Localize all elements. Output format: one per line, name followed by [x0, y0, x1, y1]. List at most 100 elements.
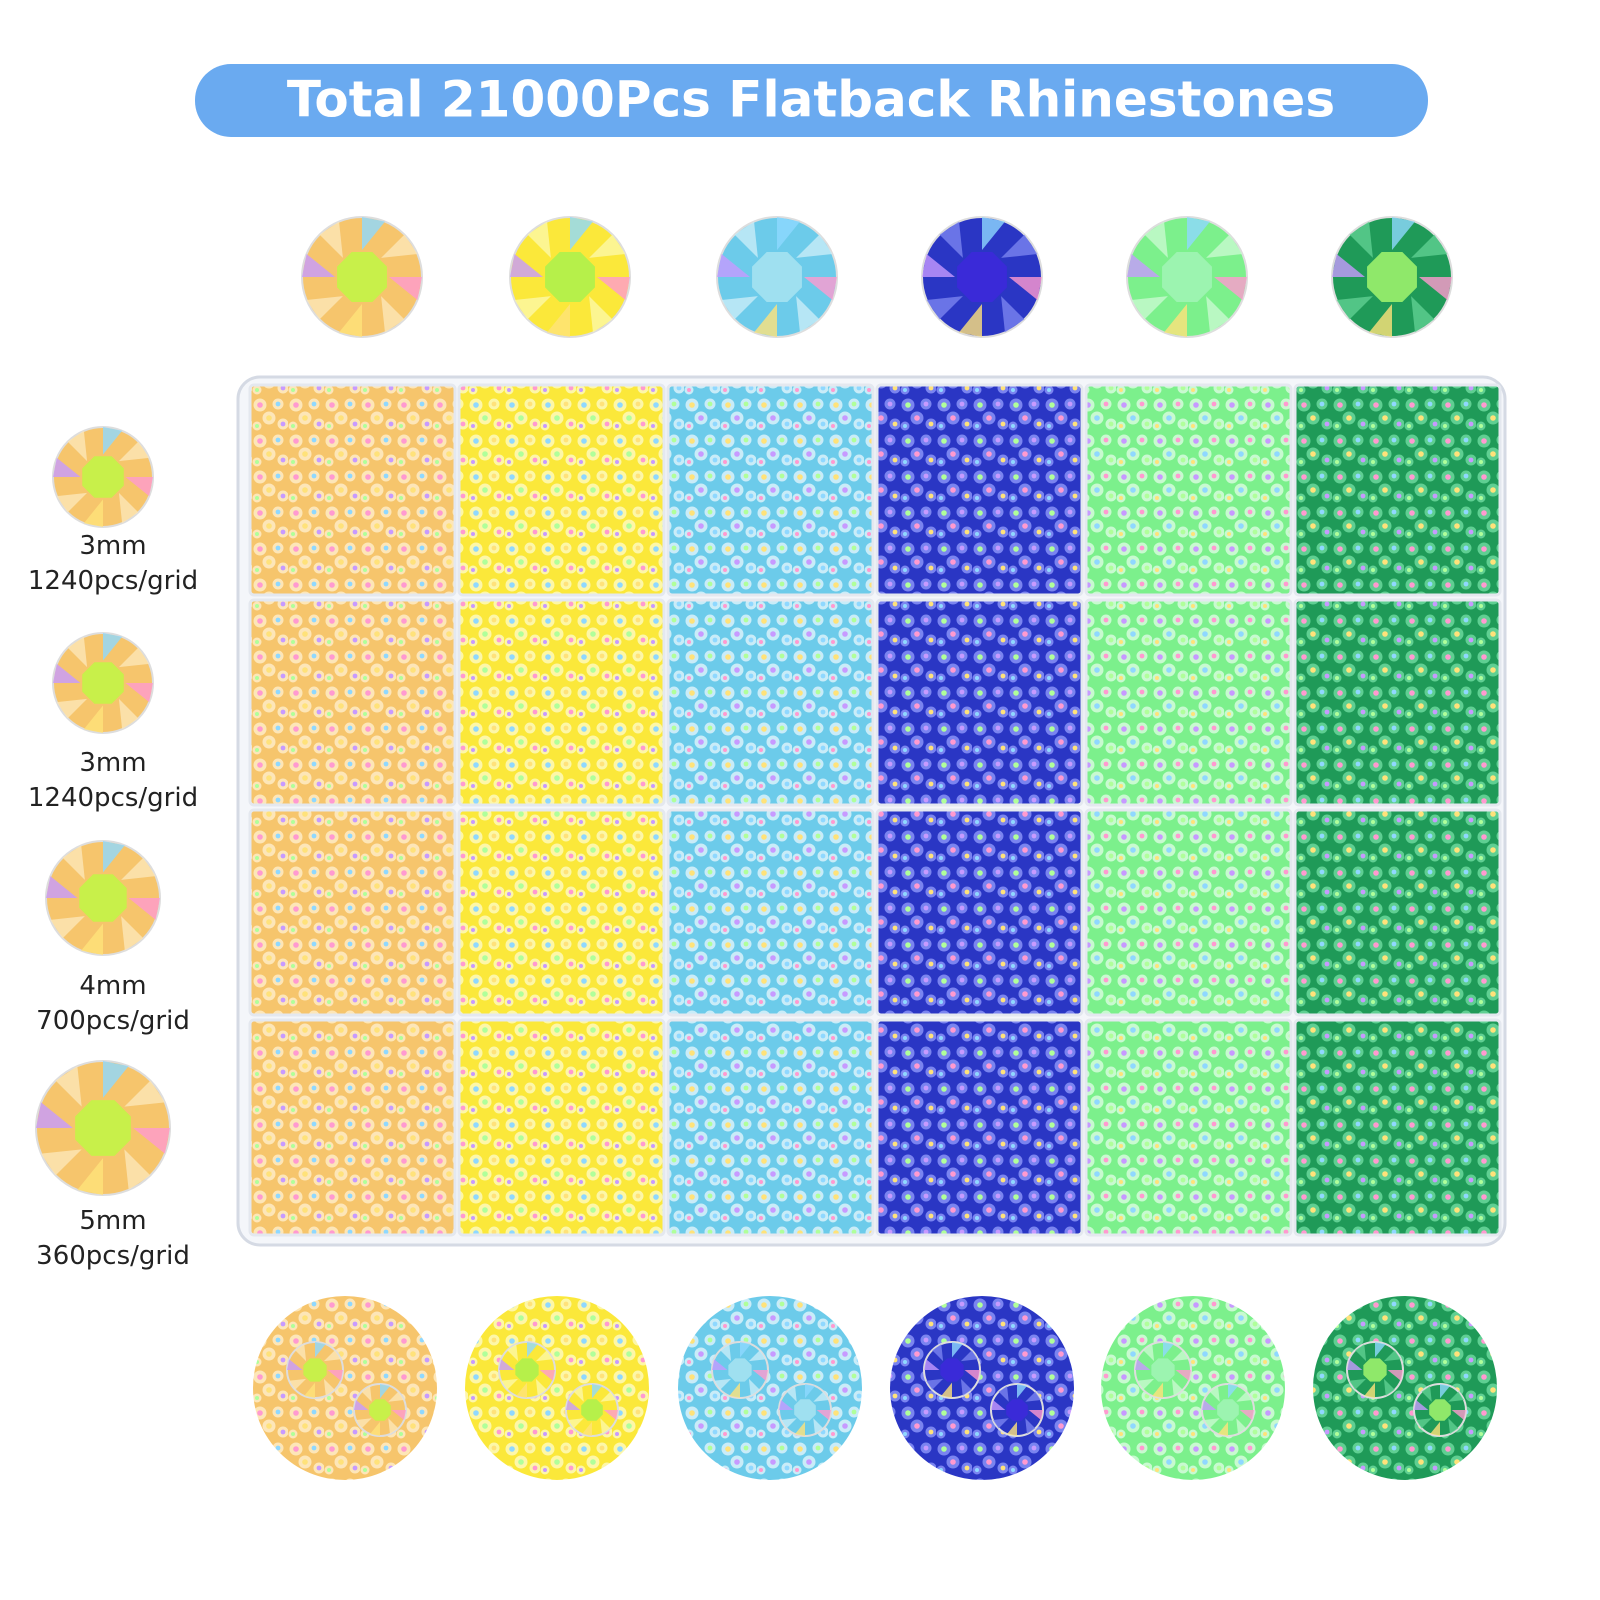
compartment: [875, 598, 1084, 807]
compartment: [1084, 598, 1293, 807]
gem-facet: [1336, 296, 1373, 320]
gem-facet: [391, 1410, 406, 1420]
gem-facet: [1448, 1391, 1465, 1402]
gem-facet: [535, 1378, 547, 1396]
gem-facet: [721, 296, 758, 320]
gem-facet: [128, 898, 160, 920]
gem-facet: [748, 1350, 766, 1362]
gem-facet: [289, 1378, 307, 1390]
gem-facet: [589, 234, 626, 258]
gem-facet: [1228, 1384, 1238, 1399]
gem-facet: [1411, 296, 1435, 333]
gem-facet: [926, 296, 963, 320]
gem-facet: [998, 1385, 1009, 1402]
gem-facet: [592, 1384, 602, 1399]
gem-facet: [1347, 1359, 1363, 1370]
gem-facet: [1349, 221, 1373, 258]
gem-table: [1217, 1399, 1239, 1421]
gem-facet: [103, 427, 123, 455]
title-banner: [195, 64, 1428, 137]
gem-facet: [1163, 1342, 1174, 1358]
gem-facet: [603, 1410, 618, 1420]
gem: [1346, 1341, 1404, 1399]
gem-facet: [1349, 1378, 1367, 1390]
gem-facet: [306, 296, 343, 320]
gem-facet: [1448, 1418, 1459, 1435]
gem-facet: [754, 304, 777, 337]
gem-facet: [388, 1391, 405, 1402]
gem-facet: [323, 1350, 341, 1362]
gem-table: [1367, 252, 1417, 302]
gem-facet: [795, 1421, 805, 1436]
compartment: [875, 383, 1084, 597]
gem-facet: [370, 1421, 380, 1436]
gem-facet: [939, 221, 963, 258]
gem-facet: [1383, 1378, 1395, 1396]
gem-facet: [720, 1344, 732, 1362]
gem: [565, 1383, 619, 1437]
gem-facet: [1206, 234, 1243, 258]
gem-facet: [1355, 1344, 1367, 1362]
gem-facet: [717, 254, 750, 277]
gem-table: [79, 874, 127, 922]
gem-facet: [81, 923, 103, 955]
gem-facet: [1387, 1370, 1403, 1381]
gem-facet: [323, 1378, 335, 1396]
gem-facet: [304, 1382, 315, 1398]
gem-facet: [389, 277, 422, 300]
close-up: [1101, 1296, 1285, 1480]
gem-facet: [1001, 234, 1038, 258]
gem-table: [752, 252, 802, 302]
size-label: 4mm: [79, 971, 146, 1001]
gem-facet: [315, 1342, 326, 1358]
gem-facet: [573, 1385, 584, 1402]
compartment: [666, 808, 875, 1017]
compartment: [1293, 598, 1502, 807]
gem: [711, 1341, 769, 1399]
gem-facet: [1236, 1391, 1253, 1402]
gem-facet: [133, 1128, 170, 1154]
gem-facet: [982, 217, 1005, 250]
gem-facet: [527, 221, 551, 258]
gem-facet: [740, 1342, 751, 1358]
gem-facet: [121, 857, 156, 880]
gem: [35, 1060, 171, 1196]
compartment: [1293, 808, 1502, 1017]
gem-facet: [56, 492, 88, 513]
gem-facet: [1414, 1400, 1429, 1410]
gem-facet: [1017, 1384, 1027, 1399]
close-up: [678, 1296, 862, 1480]
gem-table: [82, 456, 124, 498]
gem-facet: [964, 1370, 980, 1381]
gem-table: [1006, 1399, 1028, 1421]
gem-facet: [514, 296, 551, 320]
compartment: [1293, 383, 1502, 597]
gem-facet: [118, 647, 150, 668]
gem-facet: [510, 254, 543, 277]
gem-facet: [381, 234, 418, 258]
gem-facet: [926, 1378, 944, 1390]
gem-facet: [67, 430, 88, 462]
gem-table: [728, 1358, 752, 1382]
gem-facet: [1383, 1350, 1401, 1362]
gem-facet: [355, 1418, 372, 1429]
gem-facet: [339, 304, 362, 337]
gem-facet: [67, 636, 88, 668]
gem-facet: [597, 277, 630, 300]
compartment: [666, 598, 875, 807]
gem-facet: [327, 1370, 343, 1381]
gem: [498, 1341, 556, 1399]
gem: [1126, 216, 1248, 338]
gem-facet: [55, 1066, 82, 1107]
compartment: [1084, 383, 1293, 597]
size-label: 3mm: [79, 748, 146, 778]
gem-facet: [516, 1382, 527, 1398]
gem-facet: [103, 633, 123, 661]
gem-table: [75, 1100, 131, 1156]
gem-facet: [50, 916, 85, 939]
gem: [778, 1383, 832, 1437]
gem-facet: [125, 477, 153, 497]
compartment: [875, 1018, 1084, 1237]
close-up: [465, 1296, 649, 1480]
gem-facet: [1369, 304, 1392, 337]
